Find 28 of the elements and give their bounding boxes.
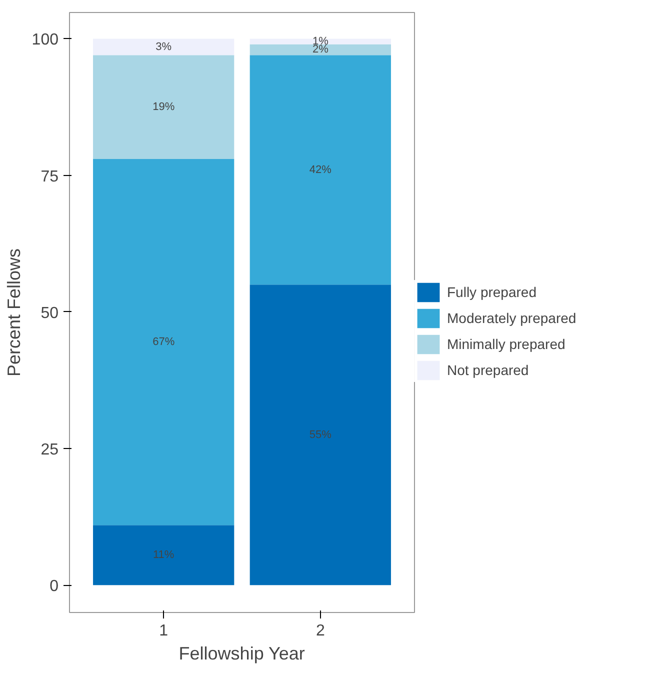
bar	[250, 284, 391, 586]
y-tick-label: 100	[32, 32, 59, 49]
bar	[250, 38, 391, 44]
bar	[93, 158, 234, 526]
y-tick-label: 50	[40, 304, 59, 322]
legend-label: Not prepared	[447, 362, 529, 378]
legend-label: Fully prepared	[447, 284, 536, 300]
bar	[93, 525, 234, 586]
x-tick-label: 1	[159, 622, 168, 640]
text: 19%	[152, 101, 175, 114]
bar	[93, 55, 234, 159]
x-axis-title: Fellowship Year	[178, 644, 305, 664]
text: 42%	[309, 164, 332, 176]
text: 55%	[309, 428, 332, 441]
bar	[93, 38, 234, 56]
y-axis-title: Percent Fellows	[4, 248, 24, 377]
bar	[250, 44, 391, 56]
text: 2%	[312, 44, 328, 56]
x-tick-label: 2	[316, 622, 325, 640]
bar	[250, 55, 391, 285]
text: 11%	[152, 549, 174, 562]
legend-label: Minimally prepared	[447, 336, 566, 352]
legend-label: Moderately prepared	[447, 310, 576, 326]
y-tick-label: 75	[40, 168, 59, 186]
y-tick-label: 0	[50, 578, 59, 596]
y-tick-label: 25	[40, 442, 59, 459]
text: 3%	[156, 40, 172, 53]
text: 67%	[152, 336, 175, 348]
